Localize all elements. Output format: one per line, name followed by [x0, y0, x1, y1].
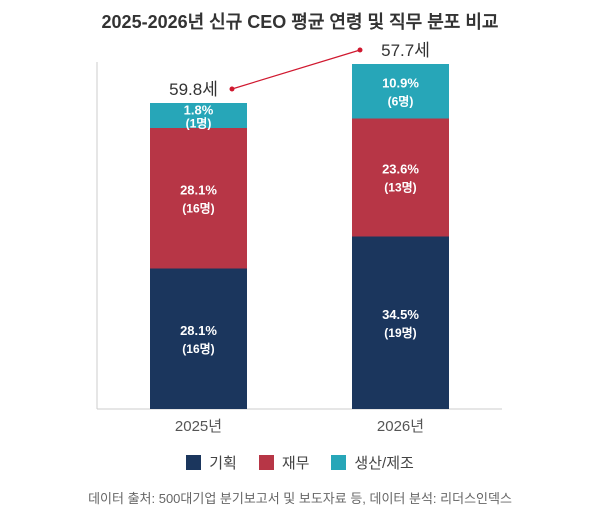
legend-swatch: [258, 455, 274, 470]
data-label: 10.9%: [382, 75, 419, 90]
legend-label: 재무: [281, 455, 310, 472]
x-tick-label: 2026년: [377, 418, 424, 435]
count-label: (19명): [384, 326, 416, 340]
age-line: [231, 49, 361, 90]
data-label: 1.8%: [184, 103, 214, 118]
age-label: 57.7세: [381, 41, 430, 60]
bar-segment: [352, 236, 449, 409]
bar-segment: [352, 118, 449, 237]
count-label: (1명): [186, 117, 212, 131]
data-label: 28.1%: [180, 323, 217, 338]
data-label: 28.1%: [180, 182, 217, 197]
legend-label: 생산/제조: [354, 455, 414, 472]
count-label: (16명): [182, 342, 214, 356]
legend-swatch: [331, 455, 347, 470]
age-point: [229, 86, 235, 92]
bar-segment: [150, 128, 247, 269]
legend: 기획 재무 생산/제조: [0, 452, 600, 473]
data-label: 34.5%: [382, 307, 419, 322]
data-label: 23.6%: [382, 162, 419, 177]
legend-item: 기획: [186, 452, 237, 473]
chart-title: 2025-2026년 신규 CEO 평균 연령 및 직무 분포 비교: [101, 12, 499, 32]
x-tick-label: 2025년: [175, 418, 222, 435]
count-label: (6명): [388, 94, 414, 108]
bar-segment: [352, 64, 449, 119]
legend-swatch: [186, 455, 202, 470]
legend-label: 기획: [209, 455, 237, 472]
age-label: 59.8세: [169, 80, 218, 99]
source-note: 데이터 출처: 500대기업 분기보고서 및 보도자료 등, 데이터 분석: 리…: [88, 491, 512, 506]
age-point: [357, 47, 363, 53]
legend-item: 생산/제조: [331, 452, 414, 473]
plot-area: 28.1% (16명) 28.1% (16명) 1.8%(1명) 2025년 34.5% (1…: [96, 41, 502, 435]
bar-segment: [150, 103, 247, 128]
bar-segment: [150, 268, 247, 409]
legend-item: 재무: [258, 452, 310, 473]
count-label: (13명): [384, 181, 416, 195]
count-label: (16명): [182, 201, 214, 215]
